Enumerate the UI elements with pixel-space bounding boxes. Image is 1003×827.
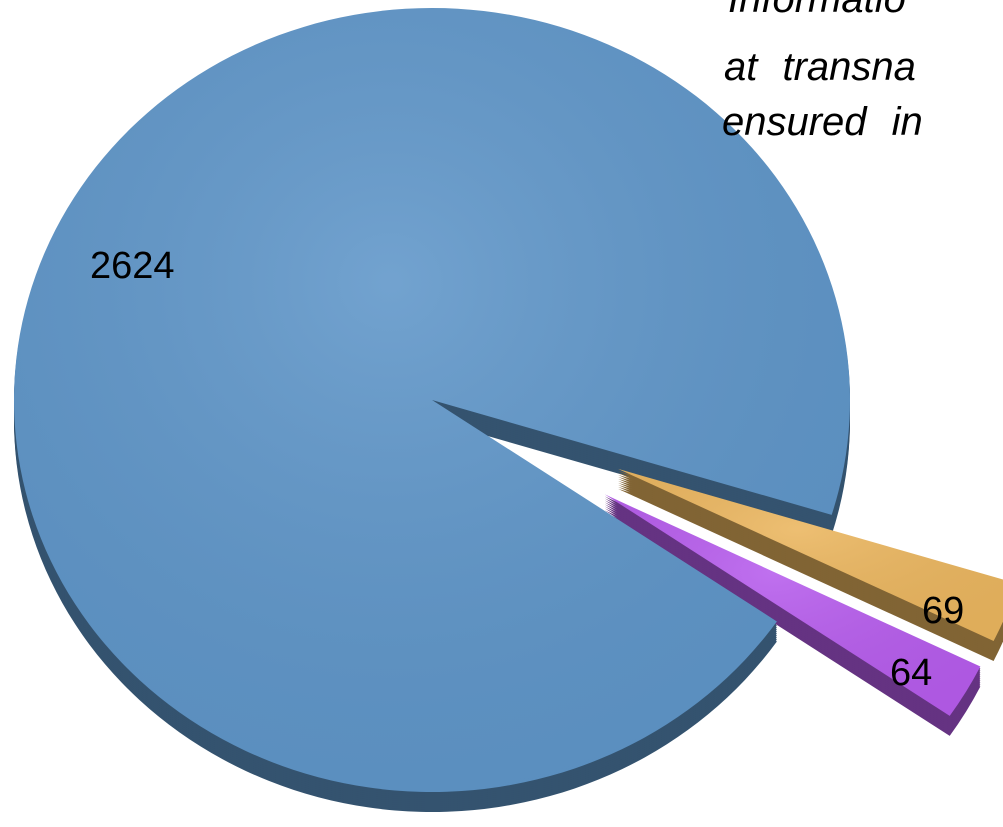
data-label: 64 [890, 652, 932, 694]
pie [13, 8, 1003, 813]
slice-shine [604, 494, 981, 716]
annotation-line: Informatio [728, 0, 906, 21]
data-label: 69 [922, 590, 964, 632]
slice-shine [13, 8, 850, 793]
data-label: 2624 [90, 245, 175, 287]
annotation-line: ensured in [722, 100, 923, 144]
slice-shine [618, 468, 1003, 641]
annotation-line: at transna [724, 45, 916, 89]
